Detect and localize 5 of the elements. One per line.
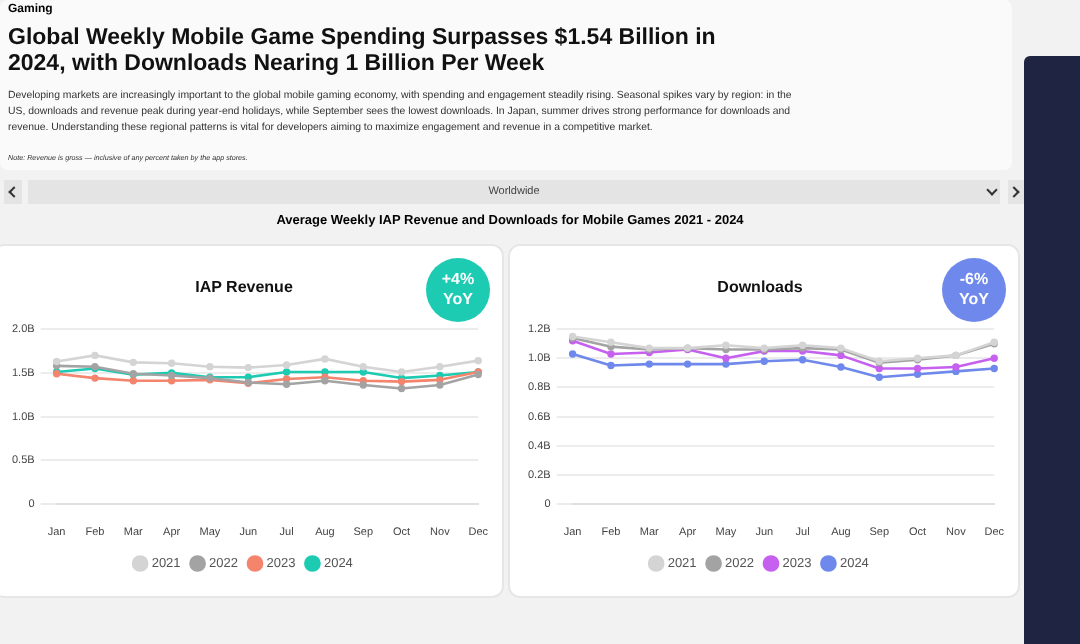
text: Global Weekly Mobile Game Spending Surpasses $1.54 Billion in 2024, with Downloads Nearing 1 Billion Per Week (8, 26, 718, 78)
badge: +4% YoY (426, 258, 490, 322)
chart-title: Downloads (717, 278, 804, 297)
chart-title: IAP Revenue (195, 278, 294, 297)
badge: -6% YoY (942, 258, 1006, 322)
